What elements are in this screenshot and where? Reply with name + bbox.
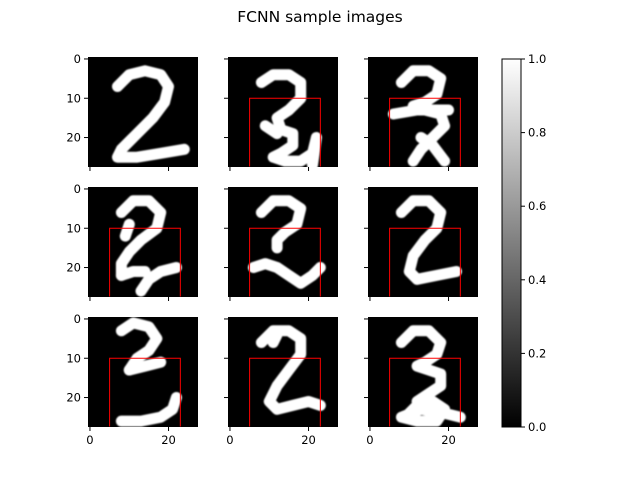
digit-image <box>255 325 326 415</box>
digit-stroke <box>135 262 182 297</box>
digit-stroke <box>259 120 283 140</box>
colorbar-tick-label: 0.4 <box>528 273 546 287</box>
y-tick-label: 20 <box>66 261 81 275</box>
digit-stroke <box>395 396 466 427</box>
colorbar-tick-label: 0.6 <box>528 199 546 213</box>
x-tick-label: 0 <box>366 433 373 447</box>
y-tick-label: 0 <box>74 52 81 66</box>
digit-image <box>388 65 454 167</box>
red-box-overlay <box>109 227 181 297</box>
digit-stroke <box>395 195 462 285</box>
colorbar-tick-label: 0.0 <box>528 420 546 434</box>
digit-image <box>255 69 322 167</box>
red-box-overlay <box>109 357 181 427</box>
digit-stroke <box>255 325 326 415</box>
y-tick-label: 10 <box>66 91 81 105</box>
colorbar-tick-label: 0.2 <box>528 346 546 360</box>
y-tick-label: 10 <box>66 351 81 365</box>
figure-title: FCNN sample images <box>237 8 403 26</box>
red-box-overlay <box>249 357 321 427</box>
colorbar-gradient <box>501 58 522 428</box>
digit-stroke <box>255 69 322 167</box>
x-tick-label: 20 <box>301 433 316 447</box>
colorbar-tick-label: 1.0 <box>528 52 546 66</box>
panel-r0-c0: 0 10 20 <box>66 52 198 171</box>
digit-stroke <box>388 104 454 120</box>
subplot-grid: 0 10 20 0 10 20 0 10 20 0 20 0 20 0 20 <box>66 52 478 447</box>
y-tick-label: 20 <box>66 131 81 145</box>
digit-stroke <box>119 218 135 242</box>
panel-r1-c0: 0 10 20 <box>66 182 198 301</box>
digit-stroke <box>415 132 451 167</box>
digit-stroke <box>255 195 307 254</box>
digit-image <box>395 195 462 285</box>
y-tick-label: 10 <box>66 221 81 235</box>
digit-stroke <box>395 325 447 407</box>
x-tick-label: 20 <box>161 433 176 447</box>
x-tick-label: 0 <box>86 433 93 447</box>
panel-r2-c2: 0 20 <box>364 317 478 447</box>
digit-image <box>395 325 466 427</box>
y-tick-label: 0 <box>74 312 81 326</box>
digit-stroke <box>248 258 326 289</box>
x-tick-label: 20 <box>441 433 456 447</box>
red-box-overlay <box>389 97 461 167</box>
panel-r0-c1 <box>224 57 338 171</box>
y-tick-label: 20 <box>66 391 81 405</box>
y-tick-label: 0 <box>74 182 81 196</box>
colorbar: 0.0 0.2 0.4 0.6 0.8 1.0 <box>501 52 546 434</box>
panel-r0-c2 <box>364 57 478 171</box>
red-box-overlay <box>249 227 321 297</box>
colorbar-tick-label: 0.8 <box>528 126 546 140</box>
digit-stroke <box>123 356 167 376</box>
red-box-overlay <box>389 227 461 297</box>
digit-stroke <box>112 65 190 163</box>
red-box-overlay <box>389 357 461 427</box>
x-tick-label: 0 <box>226 433 233 447</box>
digit-stroke <box>115 266 151 281</box>
digit-stroke <box>115 392 182 427</box>
panel-r1-c1 <box>224 187 338 301</box>
panel-r1-c2 <box>364 187 478 301</box>
panel-r2-c0: 0 10 20 0 20 <box>66 312 198 447</box>
red-box-overlay <box>249 97 321 167</box>
panel-r2-c1: 0 20 <box>224 317 338 447</box>
digit-image <box>112 65 190 163</box>
digit-stroke <box>267 329 283 348</box>
digit-image <box>248 195 326 289</box>
